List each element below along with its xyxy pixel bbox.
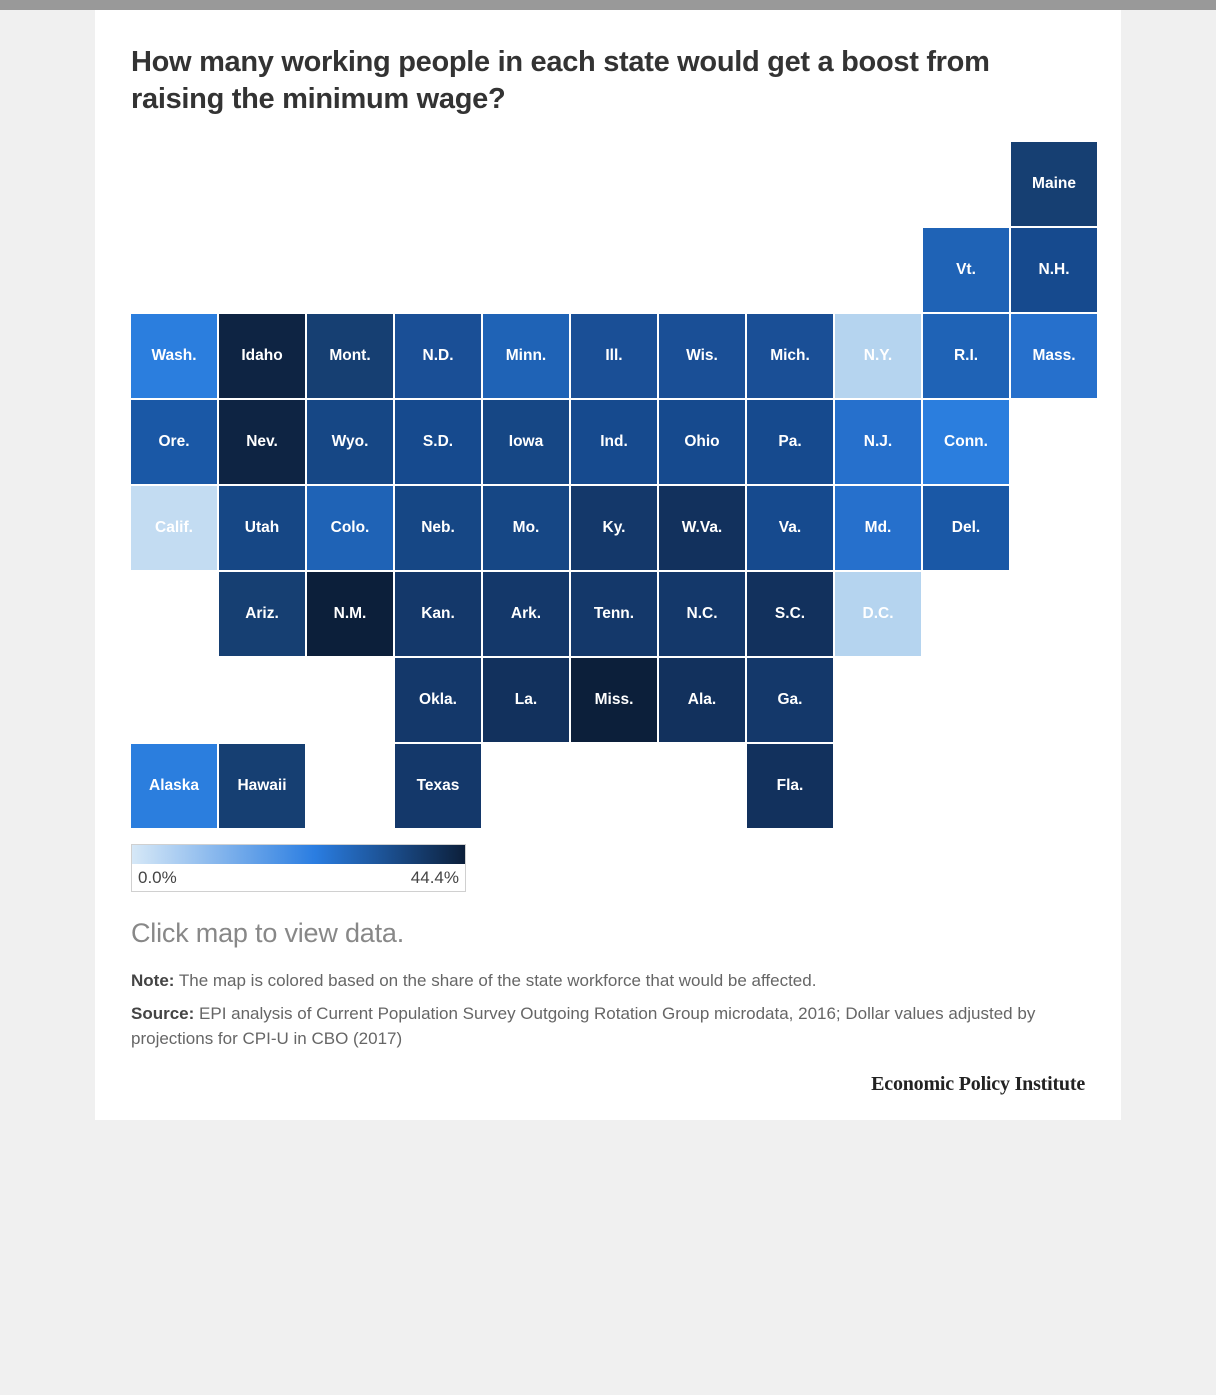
state-tile[interactable]: Mich. bbox=[747, 314, 833, 398]
legend-labels: 0.0% 44.4% bbox=[131, 864, 466, 892]
tile-grid-map[interactable]: MaineVt.N.H.Wash.IdahoMont.N.D.Minn.Ill.… bbox=[131, 142, 1085, 828]
state-tile[interactable]: Mo. bbox=[483, 486, 569, 570]
chart-card: How many working people in each state wo… bbox=[95, 10, 1121, 1120]
state-tile[interactable]: Ark. bbox=[483, 572, 569, 656]
legend-max-label: 44.4% bbox=[411, 868, 459, 888]
state-tile[interactable]: Va. bbox=[747, 486, 833, 570]
state-tile[interactable]: Mont. bbox=[307, 314, 393, 398]
legend: 0.0% 44.4% bbox=[131, 844, 1085, 892]
source-line: Source: EPI analysis of Current Populati… bbox=[131, 1002, 1085, 1051]
note-text: The map is colored based on the share of… bbox=[174, 971, 816, 990]
state-tile[interactable]: Neb. bbox=[395, 486, 481, 570]
state-tile[interactable]: Kan. bbox=[395, 572, 481, 656]
state-tile[interactable]: Wyo. bbox=[307, 400, 393, 484]
state-tile[interactable]: Fla. bbox=[747, 744, 833, 828]
footer-credit: Economic Policy Institute bbox=[131, 1073, 1085, 1096]
note-label: Note: bbox=[131, 971, 174, 990]
top-accent-bar bbox=[0, 0, 1216, 10]
state-tile[interactable]: Idaho bbox=[219, 314, 305, 398]
state-tile[interactable]: N.D. bbox=[395, 314, 481, 398]
state-tile[interactable]: Utah bbox=[219, 486, 305, 570]
state-tile[interactable]: Md. bbox=[835, 486, 921, 570]
state-tile[interactable]: Tenn. bbox=[571, 572, 657, 656]
state-tile[interactable]: Ky. bbox=[571, 486, 657, 570]
state-tile[interactable]: Alaska bbox=[131, 744, 217, 828]
source-text: EPI analysis of Current Population Surve… bbox=[131, 1004, 1035, 1048]
state-tile[interactable]: Texas bbox=[395, 744, 481, 828]
state-tile[interactable]: Mass. bbox=[1011, 314, 1097, 398]
click-instruction: Click map to view data. bbox=[131, 918, 1085, 949]
state-tile[interactable]: D.C. bbox=[835, 572, 921, 656]
state-tile[interactable]: N.H. bbox=[1011, 228, 1097, 312]
state-tile[interactable]: Ohio bbox=[659, 400, 745, 484]
state-tile[interactable]: Ariz. bbox=[219, 572, 305, 656]
legend-gradient bbox=[131, 844, 466, 864]
state-tile[interactable]: La. bbox=[483, 658, 569, 742]
state-tile[interactable]: Vt. bbox=[923, 228, 1009, 312]
state-tile[interactable]: N.C. bbox=[659, 572, 745, 656]
state-tile[interactable]: S.C. bbox=[747, 572, 833, 656]
state-tile[interactable]: Minn. bbox=[483, 314, 569, 398]
legend-min-label: 0.0% bbox=[138, 868, 177, 888]
state-tile[interactable]: Hawaii bbox=[219, 744, 305, 828]
state-tile[interactable]: Ill. bbox=[571, 314, 657, 398]
state-tile[interactable]: Ga. bbox=[747, 658, 833, 742]
state-tile[interactable]: Colo. bbox=[307, 486, 393, 570]
state-tile[interactable]: Maine bbox=[1011, 142, 1097, 226]
state-tile[interactable]: Calif. bbox=[131, 486, 217, 570]
state-tile[interactable]: Iowa bbox=[483, 400, 569, 484]
note-line: Note: The map is colored based on the sh… bbox=[131, 969, 1085, 994]
state-tile[interactable]: Del. bbox=[923, 486, 1009, 570]
chart-title: How many working people in each state wo… bbox=[131, 44, 1085, 118]
state-tile[interactable]: S.D. bbox=[395, 400, 481, 484]
state-tile[interactable]: R.I. bbox=[923, 314, 1009, 398]
state-tile[interactable]: N.J. bbox=[835, 400, 921, 484]
state-tile[interactable]: Ala. bbox=[659, 658, 745, 742]
source-label: Source: bbox=[131, 1004, 194, 1023]
state-tile[interactable]: Nev. bbox=[219, 400, 305, 484]
state-tile[interactable]: Miss. bbox=[571, 658, 657, 742]
state-tile[interactable]: Okla. bbox=[395, 658, 481, 742]
state-tile[interactable]: Wash. bbox=[131, 314, 217, 398]
state-tile[interactable]: Pa. bbox=[747, 400, 833, 484]
state-tile[interactable]: Conn. bbox=[923, 400, 1009, 484]
state-tile[interactable]: W.Va. bbox=[659, 486, 745, 570]
state-tile[interactable]: Wis. bbox=[659, 314, 745, 398]
page-outer: How many working people in each state wo… bbox=[0, 10, 1216, 1270]
state-tile[interactable]: Ind. bbox=[571, 400, 657, 484]
state-tile[interactable]: N.Y. bbox=[835, 314, 921, 398]
state-tile[interactable]: Ore. bbox=[131, 400, 217, 484]
state-tile[interactable]: N.M. bbox=[307, 572, 393, 656]
